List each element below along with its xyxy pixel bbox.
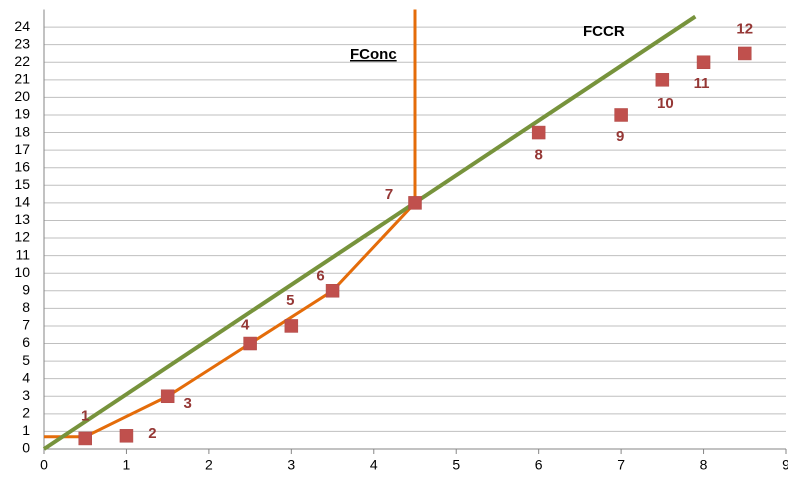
x-tick-label: 4	[370, 457, 378, 473]
point-label: 4	[241, 316, 250, 333]
y-tick-label: 19	[14, 106, 30, 122]
point	[614, 108, 628, 122]
y-tick-label: 24	[14, 18, 30, 34]
y-tick-label: 16	[14, 158, 30, 174]
x-tick-label: 3	[287, 457, 295, 473]
series-annotation: FConc	[350, 46, 397, 63]
y-tick-label: 21	[14, 71, 30, 87]
point-label: 5	[286, 292, 294, 309]
point-label: 7	[385, 186, 393, 203]
point	[655, 73, 670, 87]
point-label: 12	[736, 20, 753, 37]
x-tick-label: 9	[782, 457, 788, 473]
y-tick-label: 14	[14, 194, 30, 210]
x-tick-label: 1	[123, 457, 131, 473]
y-tick-label: 4	[22, 369, 30, 385]
point-label: 6	[316, 268, 324, 285]
y-tick-label: 17	[14, 141, 30, 157]
y-tick-label: 9	[22, 281, 30, 297]
point	[696, 55, 711, 69]
point-label: 11	[694, 75, 710, 92]
point	[531, 125, 546, 140]
y-tick-label: 5	[22, 352, 30, 368]
y-tick-label: 12	[14, 229, 30, 245]
y-tick-label: 1	[22, 422, 30, 438]
x-tick-label: 2	[205, 457, 213, 473]
y-tick-label: 10	[14, 264, 30, 280]
point	[78, 431, 92, 446]
series-line	[42, 14, 697, 451]
point	[408, 196, 422, 210]
x-tick-label: 8	[700, 457, 708, 473]
y-tick-label: 2	[22, 405, 30, 421]
y-tick-label: 22	[14, 53, 30, 69]
point	[738, 46, 752, 61]
y-tick-label: 0	[22, 440, 30, 456]
point	[119, 429, 134, 443]
point-label: 1	[81, 407, 89, 424]
series-annotation: FCCR	[583, 23, 625, 40]
y-tick-label: 8	[22, 299, 30, 315]
y-tick-label: 7	[22, 317, 30, 333]
y-tick-label: 6	[22, 334, 30, 350]
x-tick-label: 7	[617, 457, 625, 473]
point	[284, 319, 299, 333]
series-line	[44, 9, 417, 439]
x-tick-label: 6	[535, 457, 543, 473]
point-label: 8	[534, 147, 542, 164]
point-label: 10	[657, 95, 674, 112]
point-label: 2	[148, 425, 156, 442]
y-tick-label: 15	[14, 176, 30, 192]
point	[325, 284, 340, 298]
y-tick-label: 3	[22, 387, 30, 403]
x-tick-label: 5	[452, 457, 460, 473]
y-tick-label: 13	[14, 211, 30, 227]
x-tick-label: 0	[40, 457, 48, 473]
point-label: 3	[183, 395, 191, 412]
y-tick-label: 11	[15, 246, 30, 262]
y-tick-label: 20	[14, 88, 30, 104]
point	[243, 336, 257, 351]
point	[160, 389, 175, 404]
y-tick-label: 18	[14, 123, 30, 139]
point-label: 9	[616, 128, 624, 145]
y-tick-label: 23	[14, 35, 30, 51]
